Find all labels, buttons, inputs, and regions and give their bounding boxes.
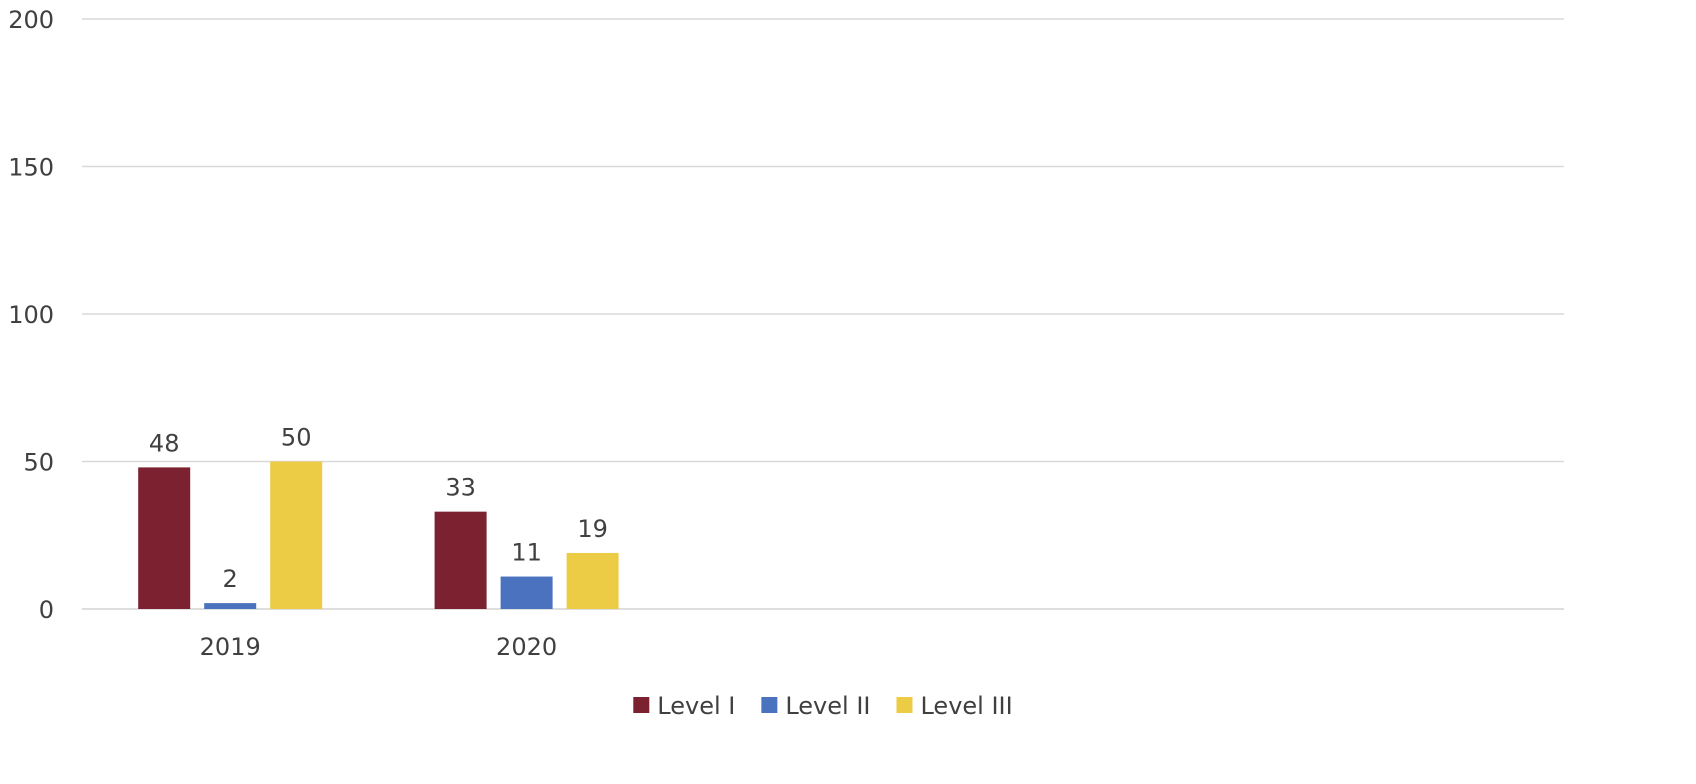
x-tick-label: 2020 [496,633,557,661]
y-tick-label: 50 [23,449,54,477]
legend-swatch [761,697,778,713]
legend-swatch [633,697,650,713]
gridlines [82,18,1564,610]
bar-2019-level-ii [204,603,257,609]
legend-label: Level II [785,692,870,720]
y-tick-label: 200 [8,6,54,34]
y-tick-label: 100 [8,301,54,329]
bar-2020-level-ii [500,576,553,609]
data-label: 11 [511,539,542,567]
data-labels: 48 2 50 33 11 19 [149,424,608,594]
legend-item: Level III [896,692,1013,720]
data-label: 2 [223,565,238,593]
legend-item: Level I [633,692,735,720]
x-tick-label: 2019 [200,633,261,661]
data-label: 48 [149,429,180,457]
legend-label: Level I [657,692,735,720]
y-axis-tick-labels: 0 50 100 150 200 [8,6,54,624]
data-label: 19 [577,515,608,543]
x-axis-tick-labels: 2019 2020 [200,633,557,661]
legend: Level I Level II Level III [633,692,1013,720]
bars [138,461,619,609]
bar-2019-level-iii [270,461,323,609]
data-label: 50 [281,424,312,452]
legend-swatch [896,697,913,713]
bar-2020-level-i [434,511,487,609]
legend-label: Level III [920,692,1012,720]
bar-2019-level-i [138,467,191,609]
legend-item: Level II [761,692,870,720]
y-tick-label: 150 [8,154,54,182]
y-tick-label: 0 [39,596,54,624]
data-label: 33 [445,474,476,502]
bar-2020-level-iii [566,552,619,609]
